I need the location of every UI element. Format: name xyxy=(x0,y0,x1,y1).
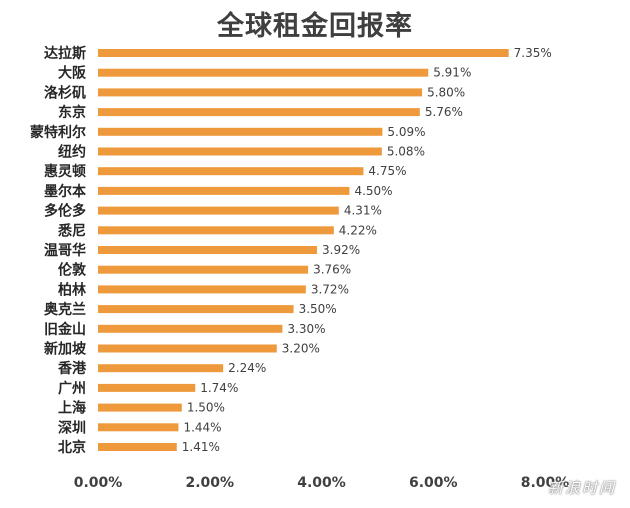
bar xyxy=(98,88,423,97)
x-tick-label: 0.00% xyxy=(74,475,123,491)
data-label: 7.35% xyxy=(514,46,552,60)
data-label: 1.41% xyxy=(182,440,220,454)
bar xyxy=(98,383,196,392)
category-label: 深圳 xyxy=(58,419,86,436)
data-label: 3.30% xyxy=(287,322,325,336)
category-label: 惠灵顿 xyxy=(44,163,86,180)
category-label: 广州 xyxy=(58,380,86,397)
data-label: 4.31% xyxy=(344,204,382,218)
category-label: 柏林 xyxy=(58,281,86,298)
bar xyxy=(98,403,182,412)
data-label: 3.72% xyxy=(311,282,349,296)
category-label: 洛杉矶 xyxy=(44,84,86,101)
data-label: 5.91% xyxy=(433,66,471,80)
category-label: 东京 xyxy=(58,104,86,121)
x-tick-label: 6.00% xyxy=(409,475,458,491)
data-label: 3.76% xyxy=(313,263,351,277)
category-label: 新加坡 xyxy=(44,341,87,358)
data-label: 5.76% xyxy=(425,105,463,119)
data-label: 2.24% xyxy=(228,361,266,375)
data-label: 3.20% xyxy=(282,342,320,356)
bar xyxy=(98,186,350,195)
x-tick-label: 4.00% xyxy=(297,475,346,491)
category-label: 上海 xyxy=(58,400,86,417)
data-label: 5.09% xyxy=(387,125,425,139)
category-label: 蒙特利尔 xyxy=(30,124,86,141)
category-label: 香港 xyxy=(57,360,87,377)
bar xyxy=(98,265,309,274)
category-label: 多伦多 xyxy=(44,203,86,220)
bar xyxy=(98,324,283,333)
bar xyxy=(98,285,306,294)
data-label: 4.22% xyxy=(339,223,377,237)
category-label: 纽约 xyxy=(58,144,86,161)
data-label: 1.44% xyxy=(183,420,221,434)
data-label: 3.92% xyxy=(322,243,360,257)
category-label: 伦敦 xyxy=(58,262,87,279)
x-tick-label: 2.00% xyxy=(185,475,234,491)
chart-title: 全球租金回报率 xyxy=(217,11,413,42)
bar xyxy=(98,226,334,235)
bar xyxy=(98,147,382,156)
category-label: 温哥华 xyxy=(44,242,86,259)
bar xyxy=(98,344,277,353)
data-label: 1.50% xyxy=(187,401,225,415)
labels-layer: 达拉斯 7.35% 大阪 5.91% 洛杉矶 5.80% 东京 5.76% 蒙特利尔 5.09% 纽… xyxy=(30,45,552,456)
x-tick-label: 8.00% xyxy=(521,475,570,491)
x-axis-ticks: 0.00% 2.00% 4.00% 6.00% 8.00% xyxy=(74,475,570,491)
data-label: 5.08% xyxy=(387,145,425,159)
data-label: 3.50% xyxy=(299,302,337,316)
category-label: 悉尼 xyxy=(57,222,86,239)
data-label: 1.74% xyxy=(200,381,238,395)
bar xyxy=(98,364,224,373)
bar xyxy=(98,68,429,77)
category-label: 墨尔本 xyxy=(44,183,87,200)
bars-layer xyxy=(98,49,509,451)
bar xyxy=(98,167,364,176)
bar xyxy=(98,305,294,314)
category-label: 达拉斯 xyxy=(44,45,86,62)
category-label: 旧金山 xyxy=(44,321,86,338)
bar xyxy=(98,49,509,57)
bar xyxy=(98,246,318,254)
category-label: 北京 xyxy=(58,439,86,456)
bar xyxy=(98,127,383,136)
bar xyxy=(98,423,179,432)
data-label: 4.50% xyxy=(354,184,392,198)
category-label: 大阪 xyxy=(58,65,87,82)
watermark: 新浪时间 xyxy=(547,479,616,497)
bar xyxy=(98,108,420,117)
category-label: 奥克兰 xyxy=(44,301,86,318)
data-label: 4.75% xyxy=(368,164,406,178)
bar xyxy=(98,443,177,451)
data-label: 5.80% xyxy=(427,85,465,99)
bar xyxy=(98,206,339,215)
